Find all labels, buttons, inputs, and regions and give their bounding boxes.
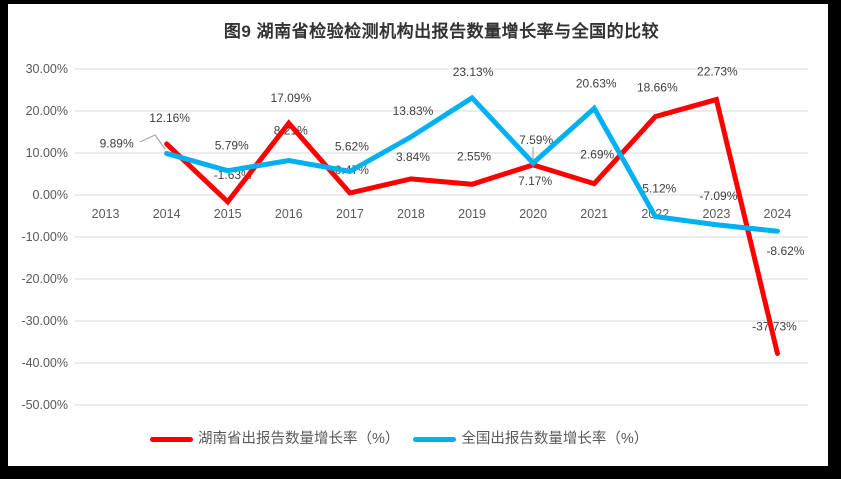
x-axis-label: 2021 (580, 207, 608, 221)
legend-label-national: 全国出报告数量增长率（%） (461, 431, 649, 447)
x-axis-label: 2017 (336, 207, 364, 221)
y-axis-tick-label: 0.00% (33, 188, 68, 202)
data-label: 22.73% (697, 65, 738, 79)
data-label: 12.16% (149, 111, 190, 125)
y-axis-tick-label: -40.00% (21, 356, 68, 370)
y-axis-tick-label: 10.00% (26, 146, 68, 160)
chart-title: 图9 湖南省检验检测机构出报告数量增长率与全国的比较 (223, 22, 660, 41)
data-label: 7.17% (518, 174, 552, 188)
x-axis-label: 2023 (702, 207, 730, 221)
legend-label-hunan: 湖南省出报告数量增长率（%） (198, 431, 400, 447)
y-axis-tick-label: -10.00% (21, 230, 68, 244)
chart-legend: 湖南省出报告数量增长率（%） 全国出报告数量增长率（%） (150, 430, 662, 448)
x-axis-label: 2016 (275, 207, 303, 221)
x-axis-label: 2024 (764, 207, 792, 221)
data-label: 13.83% (393, 104, 434, 118)
data-label: 23.13% (453, 65, 494, 79)
x-axis-label: 2015 (214, 207, 242, 221)
y-axis-tick-label: 30.00% (26, 62, 68, 76)
x-axis-label: 2014 (153, 207, 181, 221)
data-label: 5.79% (215, 139, 249, 153)
x-axis-label: 2018 (397, 207, 425, 221)
series-line-hunan (164, 96, 780, 356)
y-axis-tick-label: -20.00% (21, 272, 68, 286)
y-axis-tick-label: -30.00% (21, 314, 68, 328)
legend-item-hunan: 湖南省出报告数量增长率（%） (150, 430, 399, 448)
data-label: 20.63% (576, 76, 617, 90)
data-label: 5.62% (335, 139, 369, 153)
x-axis-label: 2019 (458, 207, 486, 221)
data-label: 2.55% (457, 149, 491, 163)
data-label: 7.59% (519, 133, 553, 147)
series-line-national (164, 94, 780, 234)
data-label: 18.66% (637, 81, 678, 95)
data-label: 2.69% (580, 148, 614, 162)
y-axis-tick-label: 20.00% (26, 104, 68, 118)
data-label: -8.62% (766, 244, 804, 258)
legend-item-national: 全国出报告数量增长率（%） (413, 430, 648, 448)
legend-swatch-national-blue-line (413, 436, 457, 442)
chart-canvas (8, 4, 828, 466)
x-axis-label: 2020 (519, 207, 547, 221)
data-label: 9.89% (100, 136, 134, 150)
data-label: -7.09% (699, 189, 737, 203)
legend-swatch-hunan-red-line (150, 436, 193, 442)
data-label: -37.73% (752, 319, 797, 333)
label-leader-line (139, 134, 166, 150)
data-label: -5.12% (638, 182, 676, 196)
data-label: 17.09% (270, 91, 311, 105)
y-axis-tick-label: -50.00% (21, 398, 68, 412)
data-label: 3.84% (396, 150, 430, 164)
x-axis-label: 2013 (92, 207, 120, 221)
